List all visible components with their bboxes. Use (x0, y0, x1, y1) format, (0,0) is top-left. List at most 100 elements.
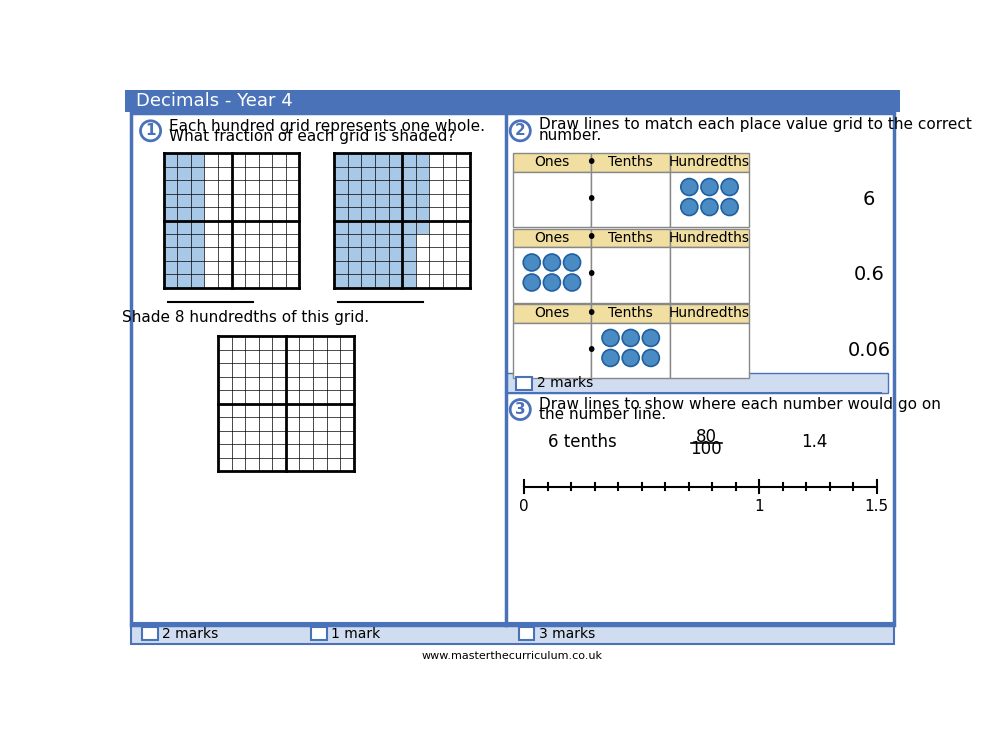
Bar (164, 248, 177, 261)
Bar (348, 153, 361, 166)
Bar (375, 274, 388, 288)
Bar (177, 180, 191, 194)
Text: 2 marks: 2 marks (162, 626, 218, 640)
Bar (516, 377, 532, 389)
Text: •: • (586, 304, 597, 322)
Bar (164, 234, 177, 248)
Circle shape (642, 350, 659, 367)
Bar (591, 229, 670, 247)
Bar (402, 220, 416, 234)
Text: 6: 6 (863, 190, 875, 209)
Bar (388, 194, 402, 207)
Bar (348, 261, 361, 274)
Bar (512, 304, 591, 322)
Bar (402, 180, 416, 194)
Bar (416, 153, 429, 166)
Bar (191, 207, 204, 220)
Bar (348, 274, 361, 288)
Bar (164, 166, 177, 180)
Bar (375, 194, 388, 207)
Text: •: • (586, 228, 597, 248)
Bar (388, 220, 402, 234)
Bar (416, 180, 429, 194)
Text: •: • (586, 266, 597, 284)
Bar (191, 166, 204, 180)
Circle shape (642, 329, 659, 346)
Bar (506, 374, 888, 394)
Bar (416, 166, 429, 180)
Bar (670, 322, 749, 378)
Text: 3: 3 (515, 402, 526, 417)
Bar (191, 194, 204, 207)
Bar (348, 166, 361, 180)
Bar (164, 220, 177, 234)
Bar (416, 220, 429, 234)
Bar (402, 261, 416, 274)
Bar (131, 622, 894, 644)
Bar (334, 180, 348, 194)
Bar (375, 220, 388, 234)
Text: Ones: Ones (534, 155, 570, 170)
Bar (191, 248, 204, 261)
Bar (361, 261, 375, 274)
Bar (512, 172, 591, 227)
Circle shape (602, 350, 619, 367)
Bar (348, 248, 361, 261)
Bar (142, 628, 158, 640)
Bar (519, 628, 534, 640)
Bar (191, 180, 204, 194)
Text: 1.4: 1.4 (802, 433, 828, 451)
Bar (191, 234, 204, 248)
Text: Draw lines to show where each number would go on: Draw lines to show where each number wou… (539, 397, 941, 412)
Bar (361, 153, 375, 166)
Bar (334, 274, 348, 288)
Text: Tenths: Tenths (608, 231, 653, 244)
Bar (402, 194, 416, 207)
Bar (361, 234, 375, 248)
Bar (388, 234, 402, 248)
Bar (375, 153, 388, 166)
Bar (591, 153, 670, 172)
Bar (512, 153, 591, 172)
Bar (334, 153, 348, 166)
Text: Shade 8 hundredths of this grid.: Shade 8 hundredths of this grid. (122, 310, 369, 325)
Bar (388, 261, 402, 274)
Bar (334, 220, 348, 234)
Bar (177, 220, 191, 234)
Text: 2: 2 (515, 123, 526, 138)
Text: 1: 1 (145, 123, 156, 138)
Bar (191, 261, 204, 274)
Text: Ones: Ones (534, 231, 570, 244)
Bar (591, 304, 670, 322)
Text: •: • (586, 190, 597, 209)
Text: Each hundred grid represents one whole.: Each hundred grid represents one whole. (169, 118, 485, 134)
Circle shape (681, 178, 698, 196)
Text: Hundredths: Hundredths (669, 231, 750, 244)
Bar (334, 194, 348, 207)
Text: 1 mark: 1 mark (331, 626, 380, 640)
Bar (512, 229, 591, 247)
Bar (388, 166, 402, 180)
Text: Draw lines to match each place value grid to the correct: Draw lines to match each place value gri… (539, 117, 972, 132)
Bar (191, 153, 204, 166)
Bar (361, 180, 375, 194)
Text: number.: number. (539, 128, 602, 143)
Bar (375, 180, 388, 194)
Text: 0.6: 0.6 (854, 266, 884, 284)
Circle shape (140, 121, 161, 141)
Bar (512, 247, 591, 302)
Bar (348, 234, 361, 248)
Bar (361, 274, 375, 288)
Bar (177, 274, 191, 288)
Bar (334, 261, 348, 274)
Text: Decimals - Year 4: Decimals - Year 4 (136, 92, 293, 110)
Bar (125, 90, 900, 112)
Text: Hundredths: Hundredths (669, 306, 750, 320)
Text: •: • (586, 153, 597, 172)
Bar (191, 274, 204, 288)
Text: 100: 100 (690, 440, 722, 458)
Bar (375, 207, 388, 220)
Bar (388, 180, 402, 194)
Bar (416, 207, 429, 220)
Bar (164, 153, 177, 166)
